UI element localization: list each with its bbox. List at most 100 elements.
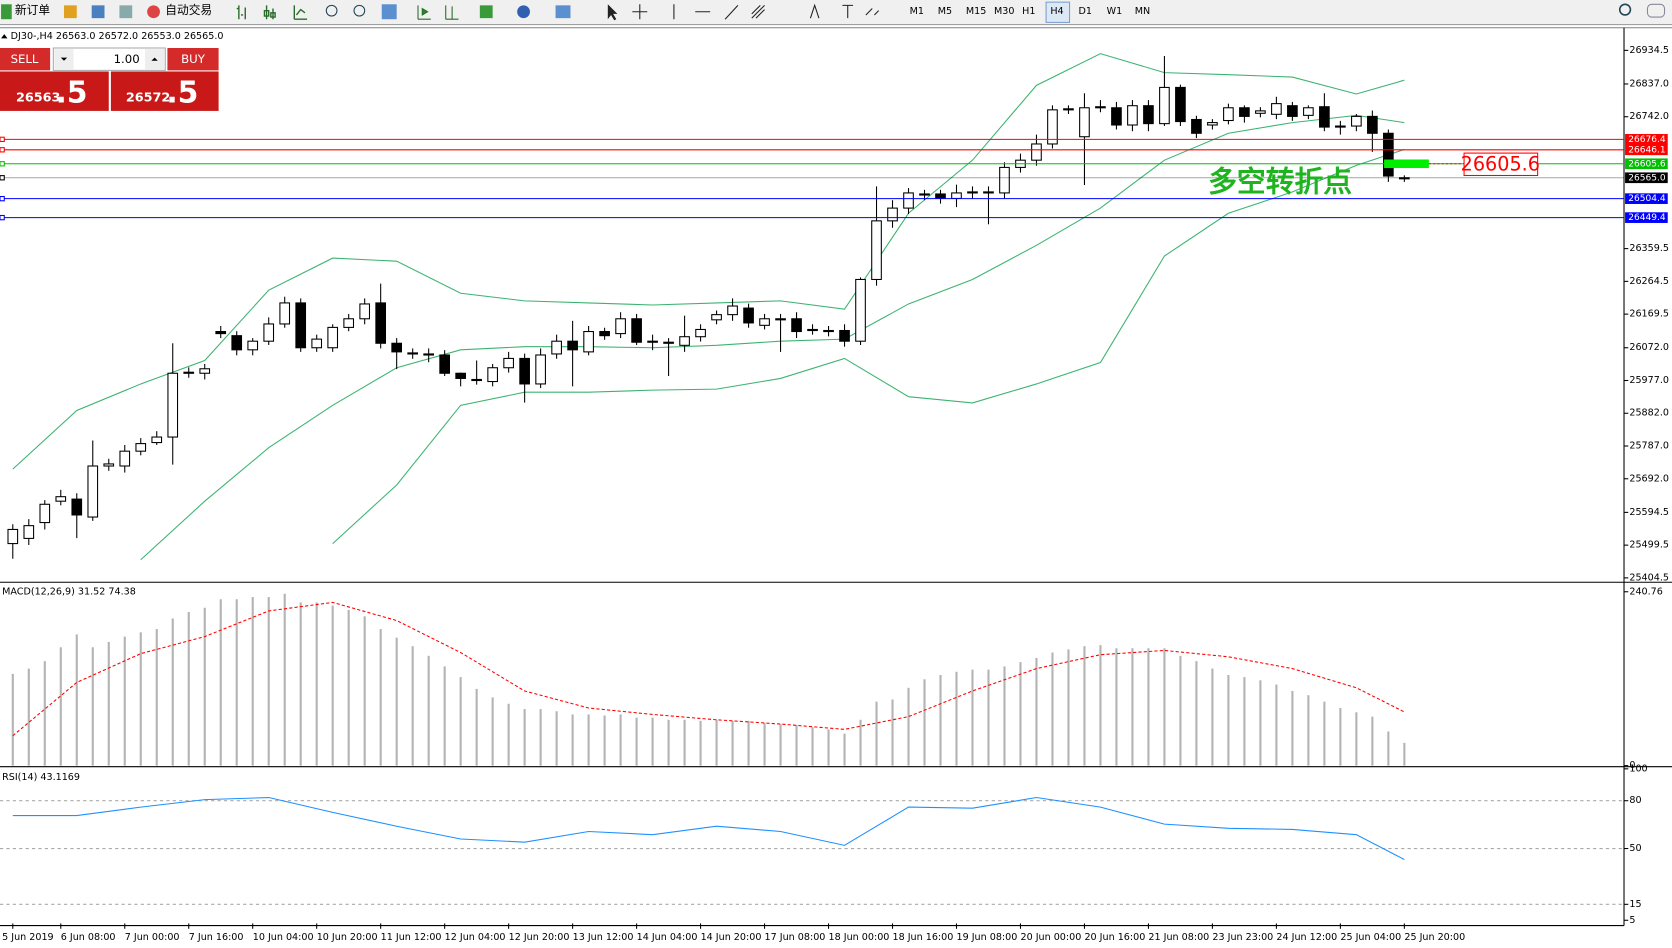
- bid-box[interactable]: [0, 71, 109, 111]
- macd-histogram-bar: [267, 597, 270, 766]
- candle-body: [87, 465, 99, 518]
- y-tick-label: 80: [1629, 795, 1641, 806]
- timeframe-button[interactable]: H1: [1022, 6, 1035, 17]
- chat-icon[interactable]: [1646, 3, 1666, 18]
- candle-body: [391, 342, 403, 353]
- new-order-icon[interactable]: [1, 4, 12, 20]
- macd-histogram-bar: [1355, 712, 1358, 766]
- search-icon[interactable]: [1618, 3, 1632, 16]
- candle-icon[interactable]: [263, 5, 276, 20]
- candle-body: [455, 372, 466, 379]
- x-tick-label: 20 Jun 16:00: [1084, 932, 1145, 943]
- candle-body: [295, 302, 307, 349]
- timeframe-button[interactable]: H4: [1050, 6, 1063, 17]
- y-tick-label: 100: [1629, 763, 1647, 774]
- macd-histogram-bar: [811, 727, 814, 766]
- candle-body: [1399, 177, 1410, 180]
- timeframe-button[interactable]: M15: [966, 6, 986, 17]
- x-tick-label: 14 Jun 04:00: [637, 932, 698, 943]
- timeframe-button[interactable]: M30: [994, 6, 1014, 17]
- turning-point-box: [1463, 152, 1539, 177]
- bar-icon[interactable]: [236, 5, 246, 20]
- timeframe-button[interactable]: D1: [1078, 6, 1091, 17]
- lot-field[interactable]: [52, 47, 166, 71]
- cursor-icon[interactable]: [607, 4, 618, 21]
- indicators-icon[interactable]: [479, 5, 493, 19]
- ask-pips[interactable]: .5: [166, 75, 198, 110]
- text-tools[interactable]: [809, 3, 880, 19]
- tool-icon[interactable]: [119, 5, 133, 19]
- macd-histogram-bar: [251, 597, 254, 766]
- sell-button[interactable]: [0, 48, 51, 71]
- macd-histogram-bar: [1019, 662, 1022, 766]
- x-tick-label: 23 Jun 23:00: [1212, 932, 1273, 943]
- macd-histogram-bar: [795, 725, 798, 766]
- ask-box[interactable]: [110, 71, 219, 111]
- macd-histogram-bar: [827, 729, 830, 766]
- tool-icon[interactable]: [91, 5, 105, 19]
- macd-histogram-bar: [27, 668, 30, 766]
- candle-body: [535, 354, 546, 385]
- auto-trading-icon[interactable]: [147, 5, 160, 19]
- collapse-icon[interactable]: [1, 34, 8, 39]
- level-label-bg: [1625, 193, 1668, 204]
- line-icon[interactable]: [293, 5, 308, 20]
- sell-label[interactable]: SELL: [11, 52, 39, 66]
- crosshair-icon[interactable]: [632, 4, 648, 20]
- lot-value[interactable]: 1.00: [114, 52, 140, 66]
- channel-icon[interactable]: [751, 4, 765, 19]
- y-tick-label: 25692.0: [1629, 473, 1669, 484]
- macd-histogram-bar: [1163, 648, 1166, 766]
- macd-histogram-bar: [1083, 646, 1086, 766]
- auto-trading[interactable]: 自动交易: [165, 3, 212, 17]
- y-tick-label: 26934.5: [1629, 45, 1669, 56]
- y-tick-label: 26359.5: [1629, 243, 1669, 254]
- shift-icon[interactable]: [445, 5, 459, 20]
- one-click-trading: SELL 1.00 BUY 26563 .5 26572 .5: [0, 47, 219, 111]
- autoscroll-icon[interactable]: [417, 5, 431, 20]
- candle-body: [487, 367, 498, 383]
- lot-up-arrow: [151, 57, 158, 61]
- level-label-bg: [1625, 172, 1668, 184]
- buy-label[interactable]: BUY: [181, 52, 206, 66]
- candle-body: [887, 207, 898, 222]
- candle-body: [679, 336, 690, 346]
- tile-icon[interactable]: [381, 4, 397, 20]
- x-tick-label: 7 Jun 00:00: [125, 932, 180, 943]
- macd-histogram-bar: [299, 602, 302, 766]
- toolbar-bg: [0, 0, 1672, 25]
- new-order[interactable]: 新订单: [15, 3, 50, 17]
- timeframe-button[interactable]: MN: [1135, 6, 1150, 17]
- x-tick-label: 12 Jun 20:00: [509, 932, 570, 943]
- zoom-out[interactable]: [353, 4, 366, 17]
- timeframe-button[interactable]: W1: [1107, 6, 1123, 17]
- candle-body: [1367, 115, 1378, 134]
- draw-icons[interactable]: [673, 4, 739, 20]
- rsi-title: RSI(14) 43.1169: [2, 772, 80, 783]
- buy-button[interactable]: [167, 48, 219, 71]
- macd-histogram-bar: [1003, 666, 1006, 766]
- macd-histogram-bar: [667, 719, 670, 766]
- macd-histogram-bar: [1051, 652, 1054, 766]
- bid-price[interactable]: 26563: [16, 91, 60, 106]
- y-tick-label: 240.76: [1629, 586, 1663, 597]
- macd-histogram-bar: [1131, 648, 1134, 766]
- ask-price[interactable]: 26572: [126, 91, 170, 106]
- candle-body: [871, 220, 882, 281]
- timeframe-button[interactable]: M1: [910, 6, 924, 17]
- bid-pips[interactable]: .5: [55, 75, 87, 110]
- chart-type-icons[interactable]: [236, 5, 308, 20]
- templates-icon[interactable]: [555, 5, 571, 19]
- zoom-in[interactable]: [325, 4, 338, 17]
- y-tick-label: 26742.0: [1629, 111, 1669, 122]
- timeframe-button[interactable]: M5: [938, 6, 952, 17]
- macd-histogram-bar: [1403, 742, 1406, 766]
- candle-body: [311, 338, 323, 349]
- candle-body: [983, 191, 994, 194]
- candle-body: [823, 329, 834, 333]
- x-tick-label: 10 Jun 04:00: [253, 932, 314, 943]
- tool-icon[interactable]: [63, 5, 77, 19]
- periods-icon[interactable]: [517, 5, 530, 19]
- active-timeframe: [1045, 1, 1071, 23]
- y-tick-label: 25977.0: [1629, 375, 1669, 386]
